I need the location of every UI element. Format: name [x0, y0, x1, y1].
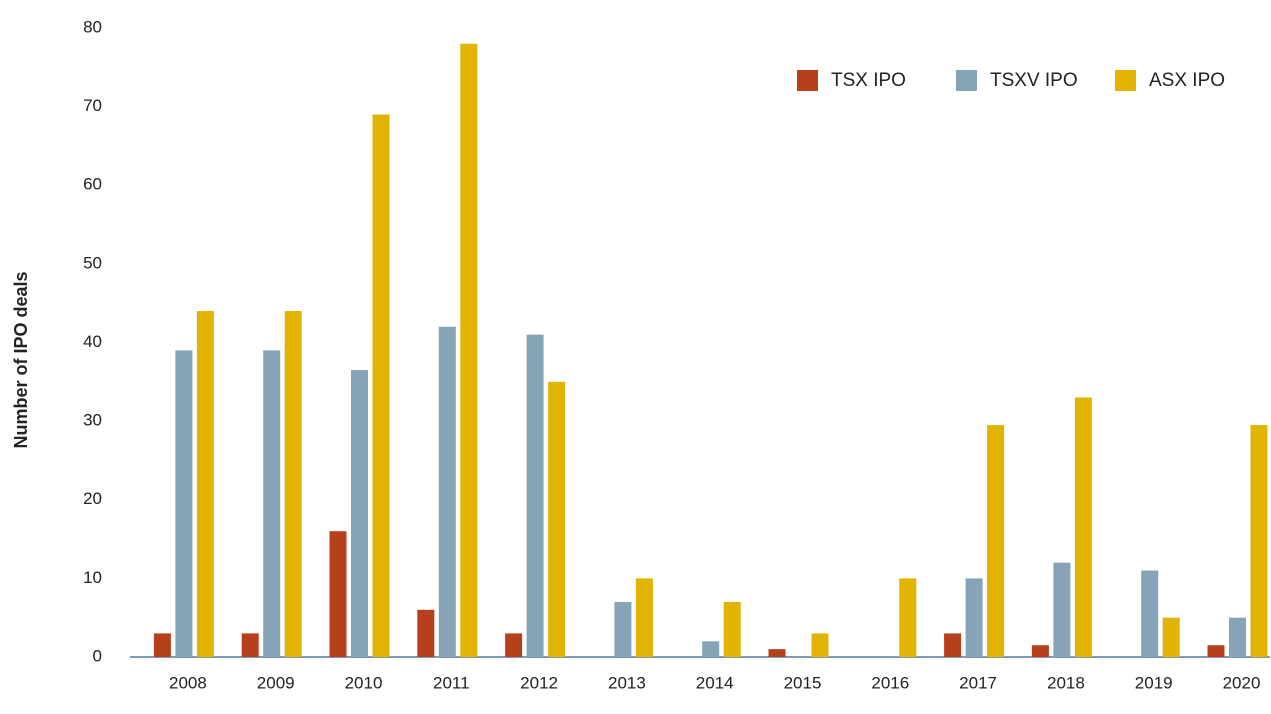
- legend-swatch: [956, 70, 977, 91]
- bar: [635, 578, 653, 657]
- y-axis-label: Number of IPO deals: [11, 271, 31, 448]
- bar: [548, 381, 566, 657]
- bar: [196, 311, 214, 657]
- bar: [505, 633, 523, 657]
- bar: [987, 425, 1005, 657]
- bar: [1053, 562, 1071, 657]
- legend-label: TSXV IPO: [990, 70, 1078, 91]
- bar: [153, 633, 171, 657]
- bar: [1031, 645, 1049, 657]
- y-tick-label: 20: [83, 489, 102, 508]
- bar: [1250, 425, 1268, 657]
- x-tick-label: 2011: [433, 673, 470, 692]
- x-tick-label: 2015: [784, 673, 822, 692]
- y-tick-label: 40: [83, 332, 102, 351]
- bar: [1207, 645, 1225, 657]
- x-tick-label: 2010: [345, 673, 383, 692]
- x-tick-label: 2008: [169, 673, 207, 692]
- bar: [811, 633, 829, 657]
- bar: [768, 649, 786, 657]
- bar: [241, 633, 259, 657]
- bar: [438, 326, 456, 657]
- bar: [329, 531, 347, 657]
- legend-label: ASX IPO: [1149, 70, 1225, 91]
- bar: [702, 641, 720, 657]
- x-tick-label: 2014: [696, 673, 734, 692]
- bar: [284, 311, 302, 657]
- x-tick-label: 2016: [871, 673, 909, 692]
- x-tick-label: 2017: [959, 673, 997, 692]
- bar: [263, 350, 281, 657]
- x-tick-label: 2013: [608, 673, 646, 692]
- x-tick-label: 2018: [1047, 673, 1085, 692]
- bar: [417, 609, 435, 657]
- bar: [944, 633, 962, 657]
- bar: [1074, 397, 1092, 657]
- y-tick-label: 10: [83, 568, 102, 587]
- y-tick-label: 60: [83, 175, 102, 194]
- legend-swatch: [797, 70, 818, 91]
- bar: [614, 601, 632, 657]
- legend-swatch: [1115, 70, 1136, 91]
- x-tick-label: 2009: [257, 673, 295, 692]
- y-tick-label: 80: [83, 17, 102, 36]
- legend-label: TSX IPO: [831, 70, 906, 91]
- bar: [351, 370, 368, 657]
- y-tick-label: 30: [83, 411, 102, 430]
- bar: [460, 43, 478, 658]
- x-tick-label: 2019: [1135, 673, 1173, 692]
- bar: [1229, 617, 1246, 657]
- bar: [526, 334, 544, 657]
- bar: [175, 350, 193, 657]
- bar: [372, 114, 390, 658]
- y-tick-label: 50: [83, 253, 102, 272]
- y-tick-label: 0: [93, 646, 102, 665]
- bar: [1141, 570, 1159, 657]
- bar: [1162, 617, 1180, 657]
- x-tick-label: 2012: [520, 673, 558, 692]
- bar: [723, 601, 741, 657]
- y-tick-label: 70: [83, 96, 102, 115]
- bar: [965, 578, 983, 657]
- bar: [899, 578, 917, 657]
- x-tick-label: 2020: [1223, 673, 1261, 692]
